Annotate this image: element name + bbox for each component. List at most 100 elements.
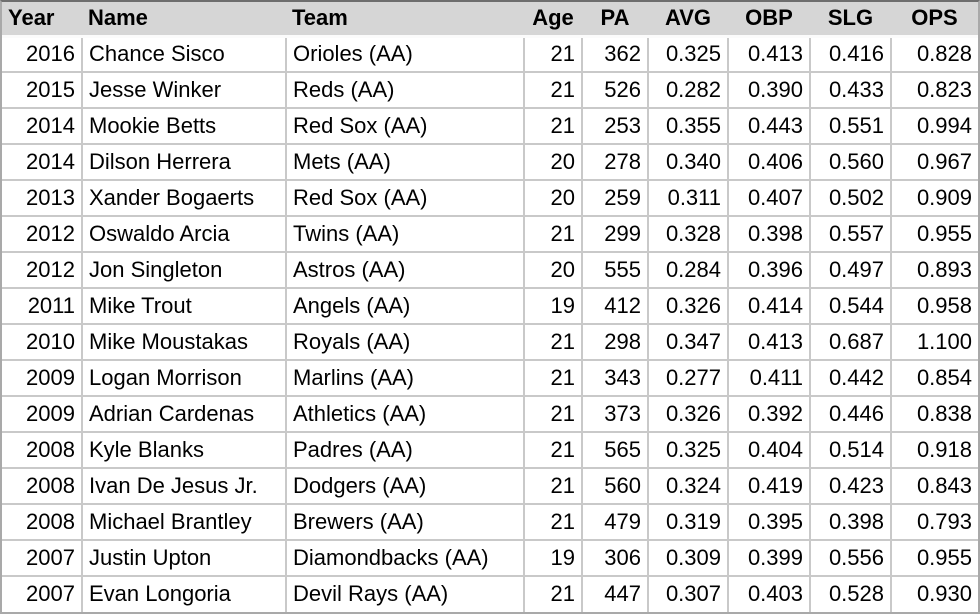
cell-pa[interactable]: 299 [582,215,649,252]
cell-pa[interactable]: 412 [582,287,649,324]
cell-team[interactable]: Reds (AA) [286,71,525,108]
cell-name[interactable]: Jesse Winker [82,71,287,108]
cell-age[interactable]: 21 [524,71,583,108]
cell-slg[interactable]: 0.528 [810,575,892,612]
cell-obp[interactable]: 0.396 [728,251,811,288]
cell-team[interactable]: Brewers (AA) [286,503,525,540]
cell-name[interactable]: Mookie Betts [82,107,287,144]
cell-ops[interactable]: 0.994 [891,107,978,144]
cell-obp[interactable]: 0.413 [728,323,811,360]
cell-slg[interactable]: 0.551 [810,107,892,144]
cell-avg[interactable]: 0.325 [648,431,729,468]
column-header-team[interactable]: Team [286,2,524,38]
cell-year[interactable]: 2007 [2,539,83,576]
cell-age[interactable]: 21 [524,323,583,360]
column-header-pa[interactable]: PA [582,2,648,38]
cell-obp[interactable]: 0.404 [728,431,811,468]
cell-ops[interactable]: 0.967 [891,143,978,180]
cell-age[interactable]: 20 [524,251,583,288]
cell-team[interactable]: Astros (AA) [286,251,525,288]
cell-name[interactable]: Ivan De Jesus Jr. [82,467,287,504]
cell-team[interactable]: Orioles (AA) [286,36,525,72]
cell-year[interactable]: 2011 [2,287,83,324]
cell-pa[interactable]: 373 [582,395,649,432]
cell-name[interactable]: Evan Longoria [82,575,287,612]
cell-avg[interactable]: 0.282 [648,71,729,108]
cell-pa[interactable]: 479 [582,503,649,540]
cell-ops[interactable]: 0.838 [891,395,978,432]
cell-pa[interactable]: 362 [582,36,649,72]
cell-team[interactable]: Dodgers (AA) [286,467,525,504]
cell-age[interactable]: 20 [524,143,583,180]
cell-avg[interactable]: 0.309 [648,539,729,576]
cell-obp[interactable]: 0.414 [728,287,811,324]
cell-name[interactable]: Jon Singleton [82,251,287,288]
cell-year[interactable]: 2007 [2,575,83,612]
cell-slg[interactable]: 0.560 [810,143,892,180]
cell-name[interactable]: Mike Moustakas [82,323,287,360]
cell-team[interactable]: Red Sox (AA) [286,179,525,216]
cell-obp[interactable]: 0.399 [728,539,811,576]
cell-slg[interactable]: 0.497 [810,251,892,288]
cell-obp[interactable]: 0.443 [728,107,811,144]
cell-age[interactable]: 21 [524,431,583,468]
cell-pa[interactable]: 343 [582,359,649,396]
cell-obp[interactable]: 0.392 [728,395,811,432]
cell-age[interactable]: 21 [524,467,583,504]
cell-ops[interactable]: 0.930 [891,575,978,612]
cell-year[interactable]: 2010 [2,323,83,360]
cell-team[interactable]: Royals (AA) [286,323,525,360]
cell-year[interactable]: 2016 [2,36,83,72]
cell-name[interactable]: Justin Upton [82,539,287,576]
cell-name[interactable]: Kyle Blanks [82,431,287,468]
cell-age[interactable]: 19 [524,539,583,576]
cell-team[interactable]: Angels (AA) [286,287,525,324]
cell-year[interactable]: 2012 [2,215,83,252]
cell-slg[interactable]: 0.556 [810,539,892,576]
cell-pa[interactable]: 560 [582,467,649,504]
cell-year[interactable]: 2009 [2,359,83,396]
cell-obp[interactable]: 0.406 [728,143,811,180]
cell-obp[interactable]: 0.398 [728,215,811,252]
cell-avg[interactable]: 0.355 [648,107,729,144]
cell-year[interactable]: 2013 [2,179,83,216]
cell-obp[interactable]: 0.411 [728,359,811,396]
cell-age[interactable]: 21 [524,359,583,396]
cell-slg[interactable]: 0.514 [810,431,892,468]
cell-avg[interactable]: 0.319 [648,503,729,540]
cell-pa[interactable]: 259 [582,179,649,216]
cell-pa[interactable]: 253 [582,107,649,144]
cell-avg[interactable]: 0.325 [648,36,729,72]
column-header-year[interactable]: Year [2,2,82,38]
cell-name[interactable]: Michael Brantley [82,503,287,540]
cell-year[interactable]: 2012 [2,251,83,288]
cell-year[interactable]: 2008 [2,431,83,468]
cell-slg[interactable]: 0.433 [810,71,892,108]
cell-team[interactable]: Twins (AA) [286,215,525,252]
cell-ops[interactable]: 0.909 [891,179,978,216]
cell-year[interactable]: 2014 [2,143,83,180]
cell-name[interactable]: Xander Bogaerts [82,179,287,216]
cell-year[interactable]: 2008 [2,503,83,540]
cell-team[interactable]: Athletics (AA) [286,395,525,432]
cell-ops[interactable]: 0.958 [891,287,978,324]
cell-avg[interactable]: 0.284 [648,251,729,288]
cell-name[interactable]: Chance Sisco [82,36,287,72]
cell-name[interactable]: Mike Trout [82,287,287,324]
cell-pa[interactable]: 447 [582,575,649,612]
cell-avg[interactable]: 0.328 [648,215,729,252]
column-header-avg[interactable]: AVG [648,2,728,38]
cell-avg[interactable]: 0.340 [648,143,729,180]
cell-pa[interactable]: 526 [582,71,649,108]
cell-year[interactable]: 2014 [2,107,83,144]
cell-year[interactable]: 2015 [2,71,83,108]
cell-slg[interactable]: 0.687 [810,323,892,360]
cell-pa[interactable]: 565 [582,431,649,468]
cell-name[interactable]: Logan Morrison [82,359,287,396]
cell-age[interactable]: 21 [524,395,583,432]
cell-pa[interactable]: 555 [582,251,649,288]
cell-ops[interactable]: 0.828 [891,36,978,72]
column-header-name[interactable]: Name [82,2,286,38]
cell-avg[interactable]: 0.307 [648,575,729,612]
cell-slg[interactable]: 0.416 [810,36,892,72]
